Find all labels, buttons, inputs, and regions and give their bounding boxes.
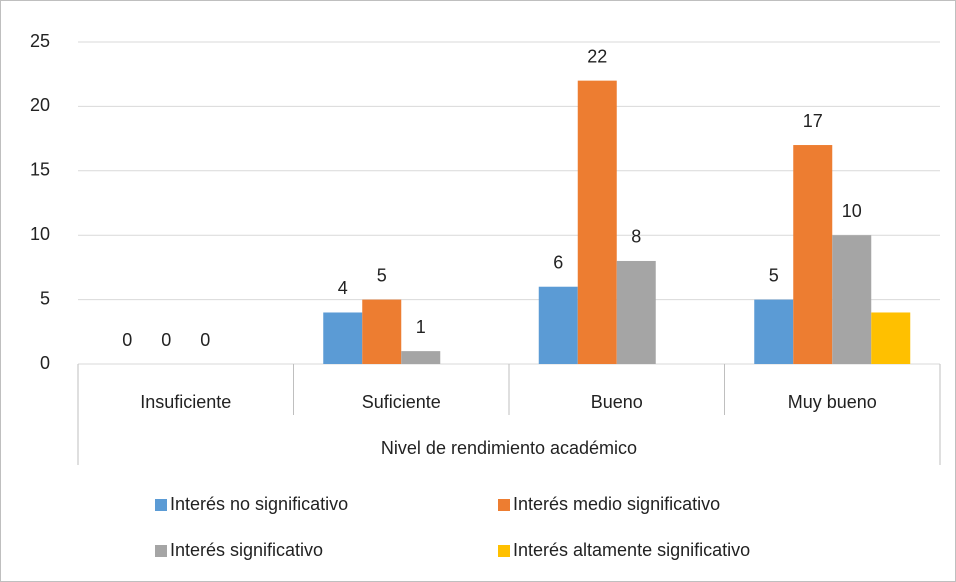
data-label: 4	[338, 278, 348, 298]
data-label: 5	[769, 265, 779, 285]
data-label: 10	[842, 201, 862, 221]
data-label: 8	[631, 227, 641, 247]
bar	[832, 235, 872, 364]
x-tick-label: Muy bueno	[788, 392, 877, 412]
bar	[401, 351, 441, 364]
data-label: 5	[377, 265, 387, 285]
legend-swatch	[155, 545, 167, 557]
bar	[871, 312, 911, 364]
legend-swatch	[155, 499, 167, 511]
legend-label: Interés medio significativo	[513, 494, 720, 514]
legend-label: Interés significativo	[170, 540, 323, 560]
bar	[577, 80, 617, 364]
legend-label: Interés no significativo	[170, 494, 348, 514]
data-label: 22	[587, 46, 607, 66]
bar	[754, 299, 794, 364]
y-tick-label: 0	[40, 353, 50, 373]
data-label: 17	[803, 111, 823, 131]
y-tick-label: 10	[30, 224, 50, 244]
bar	[793, 145, 833, 364]
legend-swatch	[498, 545, 510, 557]
bar	[362, 299, 402, 364]
legend-label: Interés altamente significativo	[513, 540, 750, 560]
bar	[538, 286, 578, 364]
y-tick-label: 15	[30, 160, 50, 180]
data-label: 6	[553, 252, 563, 272]
x-tick-label: Insuficiente	[140, 392, 231, 412]
x-tick-label: Bueno	[591, 392, 643, 412]
bar	[616, 260, 656, 364]
data-label: 0	[200, 330, 210, 350]
y-tick-label: 20	[30, 95, 50, 115]
data-label: 0	[122, 330, 132, 350]
x-axis-title: Nivel de rendimiento académico	[381, 438, 637, 458]
y-tick-label: 5	[40, 288, 50, 308]
y-tick-label: 25	[30, 31, 50, 51]
legend-swatch	[498, 499, 510, 511]
x-tick-label: Suficiente	[362, 392, 441, 412]
bar	[323, 312, 363, 364]
data-label: 1	[416, 317, 426, 337]
data-label: 0	[161, 330, 171, 350]
